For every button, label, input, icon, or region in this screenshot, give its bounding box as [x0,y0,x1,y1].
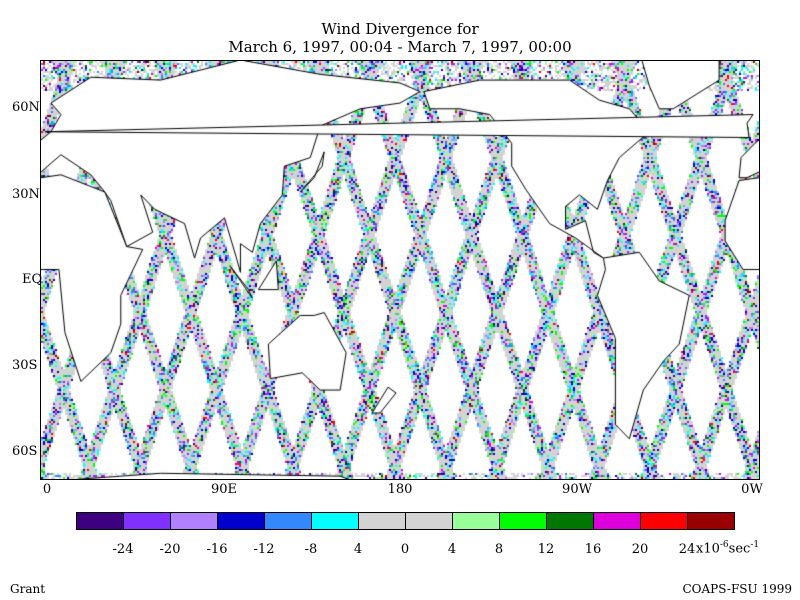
colorbar-tick-label: -24 [112,542,134,557]
colorbar-tick-label: 0 [400,542,410,557]
lat-label-30s: 30S [12,358,38,373]
lat-label-eq: EQ [22,272,43,287]
units-sec-exponent: -1 [750,540,760,550]
colorbar-swatch [77,513,124,529]
lat-label-60s: 60S [12,444,38,459]
colorbar-swatch [124,513,171,529]
units-exponent: -6 [719,540,729,550]
colorbar-swatch [547,513,594,529]
lat-label-60n: 60N [12,100,40,115]
colorbar-tick-label: 4 [353,542,363,557]
colorbar-swatch [594,513,641,529]
colorbar-swatch [406,513,453,529]
colorbar-tick-label: 20 [631,542,649,557]
colorbar-swatch [500,513,547,529]
colorbar-tick-label: -8 [304,542,318,557]
footer-credit: COAPS-FSU 1999 [682,582,793,596]
title-line-2: March 6, 1997, 00:04 - March 7, 1997, 00… [228,38,572,56]
colorbar-tick-label: 4 [447,542,457,557]
units-sec: sec [728,541,751,557]
colorbar-swatch [688,513,734,529]
colorbar-swatch [171,513,218,529]
footer-author: Grant [10,582,46,596]
colorbar-tick-label: -16 [206,542,228,557]
colorbar-swatch [265,513,312,529]
colorbar-tick-label: 16 [584,542,602,557]
colorbar-tick-label: -20 [159,542,181,557]
colorbar-tick-label: -12 [253,542,275,557]
colorbar-units: x10-6sec-1 [696,540,759,556]
colorbar-tick-label: 12 [537,542,555,557]
lon-label-90e: 90E [210,482,238,497]
colorbar-swatch [218,513,265,529]
colorbar-swatch [641,513,688,529]
units-base: x10 [696,541,720,557]
divergence-map [40,60,760,480]
lon-label-90w: 90W [562,482,592,497]
lon-label-0w: 0W [741,482,763,497]
colorbar-tick-label: 24 [678,542,696,557]
colorbar [76,512,735,530]
colorbar-tick-label: 8 [494,542,504,557]
colorbar-swatch [453,513,500,529]
lon-label-180: 180 [387,482,413,497]
lon-label-0: 0 [42,482,52,497]
title-line-1: Wind Divergence for [321,20,479,38]
colorbar-swatch [359,513,406,529]
colorbar-swatch [312,513,359,529]
lat-label-30n: 30N [12,187,40,202]
